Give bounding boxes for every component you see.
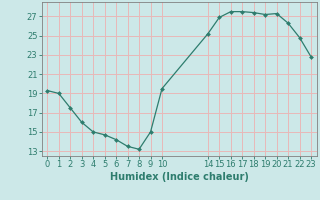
X-axis label: Humidex (Indice chaleur): Humidex (Indice chaleur) [110, 172, 249, 182]
